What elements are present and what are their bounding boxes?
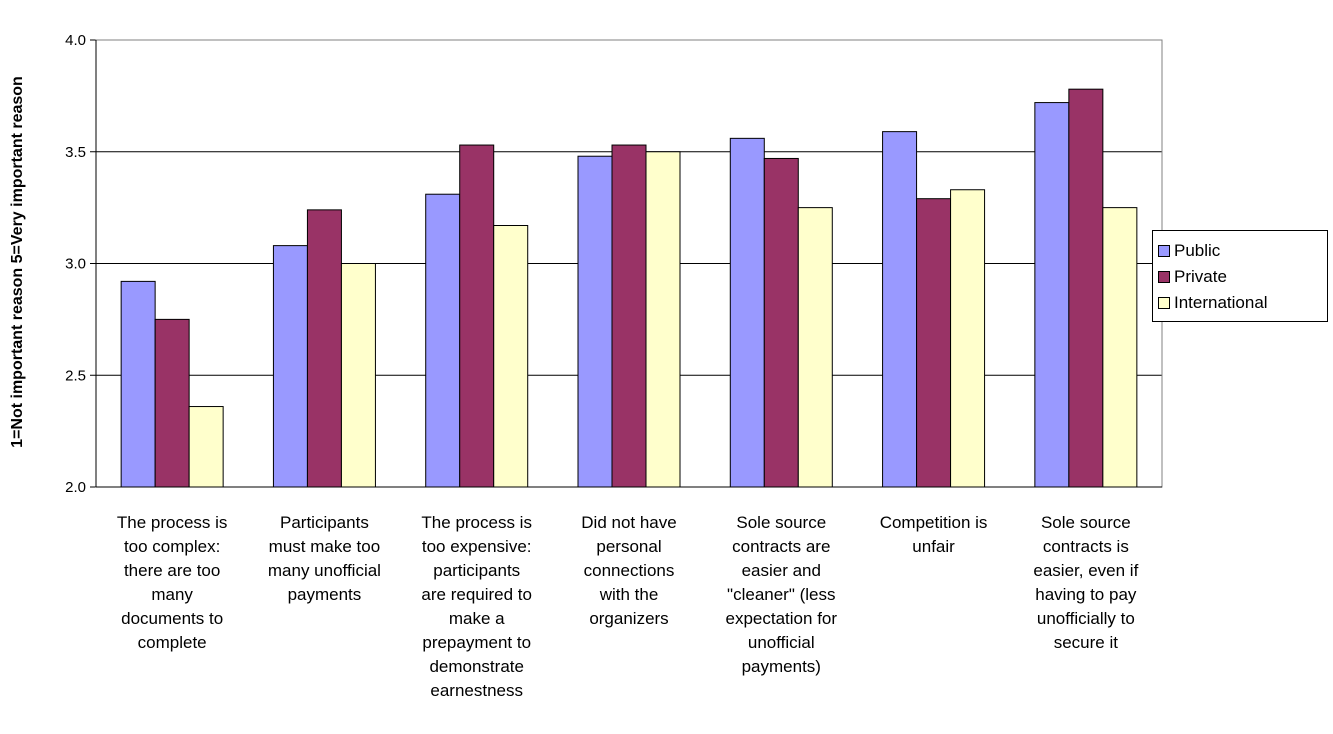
legend-swatch-international	[1158, 297, 1170, 309]
legend-label-public: Public	[1174, 241, 1221, 260]
bar-private-5	[763, 157, 799, 488]
bar-private-1	[154, 318, 190, 488]
y-tick-label: 2.5	[65, 367, 86, 384]
bar-public-7	[1034, 102, 1070, 488]
bar-public-6	[882, 131, 918, 488]
legend: Public Private International	[1152, 230, 1328, 322]
legend-label-international: International	[1174, 293, 1268, 312]
bar-public-5	[729, 137, 765, 488]
bar-international-6	[950, 189, 986, 488]
bar-public-1	[120, 280, 156, 488]
bar-international-1	[188, 406, 224, 488]
legend-label-private: Private	[1174, 267, 1227, 286]
x-category-label: Sole source contracts is easier, even if…	[1033, 513, 1139, 652]
bar-public-3	[425, 193, 461, 488]
y-axis-label: 1=Not important reason 5=Very important …	[9, 76, 26, 448]
legend-swatch-public	[1158, 245, 1170, 257]
y-tick-label: 3.0	[65, 256, 86, 273]
legend-item-public: Public	[1158, 241, 1220, 261]
x-category-label: Sole source contracts are easier and "cl…	[725, 513, 838, 676]
y-tick-label: 4.0	[65, 32, 86, 49]
x-category-label: Competition is unfair	[879, 513, 988, 556]
bar-private-7	[1068, 88, 1104, 488]
x-category-label: Participants must make too many unoffici…	[267, 513, 381, 604]
bar-international-2	[340, 263, 376, 488]
bar-international-5	[797, 207, 833, 488]
x-category-label: The process is too expensive: participan…	[421, 513, 532, 700]
bar-international-4	[645, 151, 681, 488]
bar-public-4	[577, 155, 613, 488]
bar-international-3	[493, 225, 529, 488]
bar-private-2	[306, 209, 342, 488]
y-tick-label: 2.0	[65, 479, 86, 496]
bar-public-2	[272, 245, 308, 488]
bar-international-7	[1102, 207, 1138, 488]
legend-swatch-private	[1158, 271, 1170, 283]
x-category-label: Did not have personal connections with t…	[581, 513, 677, 628]
legend-item-private: Private	[1158, 267, 1227, 287]
legend-item-international: International	[1158, 293, 1268, 313]
bar-private-3	[459, 144, 495, 488]
bar-private-4	[611, 144, 647, 488]
y-tick-label: 3.5	[65, 144, 86, 161]
bar-private-6	[916, 198, 952, 488]
x-category-label: The process is too complex: there are to…	[116, 513, 228, 652]
